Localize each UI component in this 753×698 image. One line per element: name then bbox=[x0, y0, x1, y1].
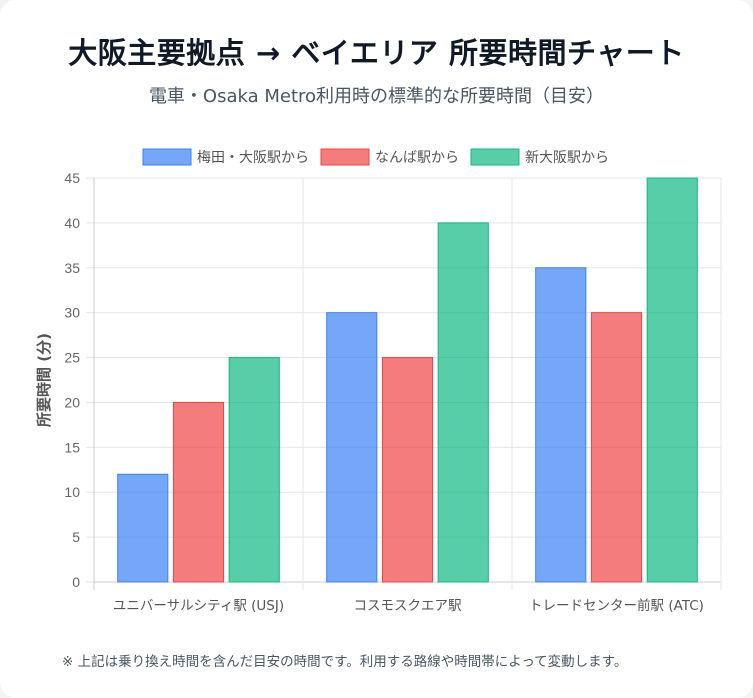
footnote: ※ 上記は乗り換え時間を含んだ目安の時間です。利用する路線や時間帯によって変動し… bbox=[62, 654, 628, 670]
x-tick-label: ユニバーサルシティ駅 (USJ) bbox=[113, 598, 284, 614]
y-tick-label: 15 bbox=[64, 439, 80, 455]
y-tick-label: 30 bbox=[64, 305, 80, 321]
bar[interactable] bbox=[535, 267, 587, 583]
bar[interactable] bbox=[117, 473, 169, 583]
legend-label[interactable]: なんば駅から bbox=[375, 150, 459, 166]
y-tick-label: 25 bbox=[64, 350, 80, 366]
legend: 梅田・大阪駅から なんば駅から 新大阪駅から bbox=[142, 148, 609, 166]
y-tick-label: 20 bbox=[64, 394, 80, 410]
legend-label[interactable]: 梅田・大阪駅から bbox=[197, 150, 309, 166]
bars bbox=[117, 177, 698, 583]
y-tick-label: 0 bbox=[72, 574, 80, 590]
axes: 0 5 10 15 20 25 30 35 40 45 ユニバーサルシティ駅 (USJ) コスモスクエ… bbox=[64, 170, 704, 614]
page-subtitle: 電車・Osaka Metro利用時の標準的な所要時間（目安） bbox=[148, 86, 605, 107]
legend-swatch[interactable] bbox=[470, 148, 520, 166]
bar[interactable] bbox=[228, 357, 280, 583]
bar[interactable] bbox=[172, 401, 225, 583]
y-axis-label: 所要時間 (分) bbox=[35, 333, 53, 427]
bar[interactable] bbox=[326, 312, 378, 583]
bar[interactable] bbox=[646, 177, 698, 583]
y-tick-label: 45 bbox=[64, 170, 80, 186]
y-tick-label: 10 bbox=[64, 484, 80, 500]
y-tick-label: 40 bbox=[64, 215, 80, 231]
bar[interactable] bbox=[381, 357, 434, 583]
bar[interactable] bbox=[590, 312, 643, 583]
x-tick-label: コスモスクエア駅 bbox=[354, 598, 462, 614]
y-tick-label: 5 bbox=[72, 529, 80, 545]
y-tick-label: 35 bbox=[64, 260, 80, 276]
x-tick-label: トレードセンター前駅 (ATC) bbox=[529, 597, 704, 614]
page-title: 大阪主要拠点 → ベイエリア 所要時間チャート bbox=[68, 36, 685, 70]
legend-label[interactable]: 新大阪駅から bbox=[525, 150, 609, 166]
legend-swatch[interactable] bbox=[320, 148, 370, 166]
bar[interactable] bbox=[437, 222, 489, 583]
legend-swatch[interactable] bbox=[142, 148, 192, 166]
